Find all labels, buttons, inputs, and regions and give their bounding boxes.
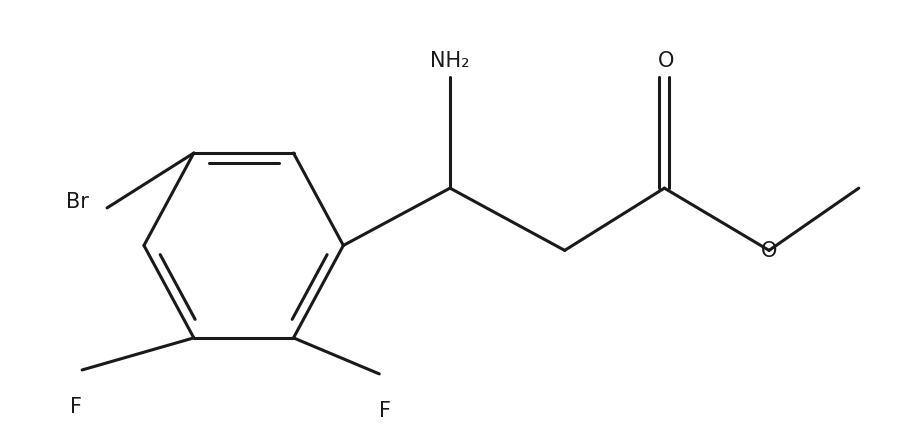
Text: O: O xyxy=(761,241,778,261)
Text: Br: Br xyxy=(66,192,89,211)
Text: O: O xyxy=(658,50,675,70)
Text: F: F xyxy=(70,396,83,416)
Text: F: F xyxy=(379,400,391,420)
Text: NH₂: NH₂ xyxy=(431,50,470,70)
